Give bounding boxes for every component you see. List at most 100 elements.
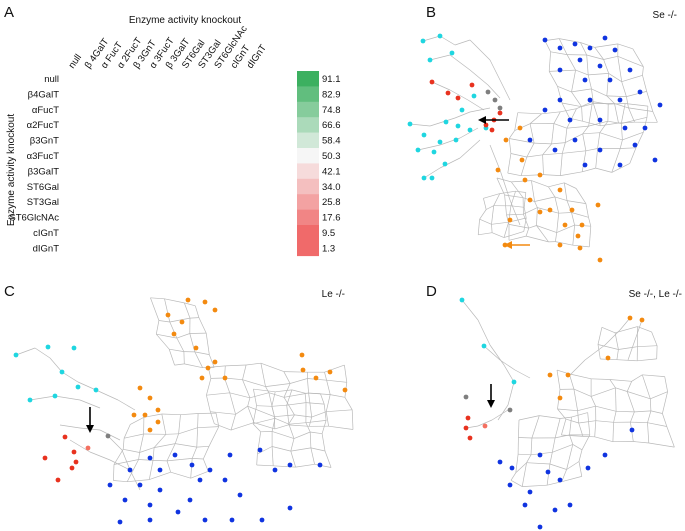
- network-edge: [89, 451, 111, 461]
- network-edge: [620, 103, 626, 124]
- blue-node: [147, 502, 153, 508]
- blue-node: [602, 35, 608, 41]
- blue-node: [257, 447, 263, 453]
- orange-node: [557, 395, 563, 401]
- network-edge: [194, 351, 203, 368]
- network-edge: [242, 379, 251, 398]
- network-edge: [174, 363, 185, 366]
- network-edge: [129, 469, 141, 491]
- network-edge: [622, 131, 644, 141]
- cyan-node: [455, 123, 461, 129]
- network-edge: [554, 196, 568, 201]
- network-edge: [148, 460, 154, 480]
- network-edge: [588, 120, 608, 127]
- network-edge: [190, 470, 209, 479]
- network-edge: [308, 392, 313, 418]
- network-edge: [609, 379, 632, 382]
- network-edge: [247, 405, 275, 418]
- network-edge: [487, 84, 501, 99]
- network-edge: [616, 359, 638, 362]
- network-edge: [202, 458, 209, 472]
- network-edge: [288, 424, 310, 427]
- cyan-node: [75, 384, 81, 390]
- blue-node: [622, 125, 628, 131]
- orange-node: [562, 222, 568, 228]
- orange-node: [522, 177, 528, 183]
- network-edge: [597, 344, 619, 350]
- network-edge: [561, 434, 583, 437]
- color-scale-values: 91.1 82.9 74.8 66.6 58.4 50.3 42.1 34.0 25.8 17.6…: [322, 74, 341, 254]
- color-scale-swatch: [297, 71, 319, 87]
- network-edge: [568, 373, 575, 390]
- orange-node: [212, 307, 218, 313]
- network-edge: [503, 231, 524, 238]
- network-edge: [544, 40, 551, 52]
- network-edge: [553, 111, 561, 124]
- network-edge: [617, 43, 633, 50]
- panel-d-title: Se -/-, Le -/-: [629, 289, 682, 300]
- color-scale-value: 58.4: [322, 136, 341, 147]
- network-edge: [161, 413, 181, 416]
- network-edge: [630, 411, 635, 423]
- orange-node: [519, 157, 525, 163]
- blue-node: [175, 509, 181, 515]
- network-edge: [483, 193, 500, 199]
- network-b-nodes: [407, 33, 663, 263]
- red-node: [465, 415, 471, 421]
- network-edge: [206, 395, 211, 412]
- network-edge: [614, 103, 619, 124]
- network-edge: [499, 169, 511, 201]
- network-edge: [549, 69, 576, 72]
- network-edge: [534, 142, 552, 145]
- cyan-node: [27, 397, 33, 403]
- network-edge: [581, 150, 587, 172]
- network-edge: [615, 326, 638, 334]
- network-edge: [274, 424, 289, 430]
- orange-node: [147, 395, 153, 401]
- color-scale-swatch: [297, 117, 319, 133]
- network-edge: [288, 424, 295, 439]
- network-edge: [169, 348, 184, 352]
- network-edge: [121, 449, 131, 471]
- network-edge: [558, 38, 568, 55]
- arrow-b-orange-head: [504, 241, 512, 249]
- orange-node: [202, 299, 208, 305]
- network-edge: [194, 351, 210, 355]
- cyan-node: [71, 345, 77, 351]
- network-edge: [417, 144, 441, 151]
- network-edge: [626, 391, 635, 413]
- network-edge: [606, 95, 615, 104]
- network-edge: [178, 414, 181, 434]
- network-edge: [311, 411, 327, 418]
- blue-node: [107, 482, 113, 488]
- salmon-node: [85, 445, 91, 451]
- network-edge: [637, 326, 652, 333]
- heatmap-title: Enzyme activity knockout: [129, 15, 241, 26]
- network-edge: [590, 396, 596, 407]
- orange-node: [547, 372, 553, 378]
- network-edge: [130, 416, 145, 425]
- network-edge: [529, 123, 535, 144]
- network-edge: [164, 298, 171, 323]
- panel-c-title: Le -/-: [322, 289, 345, 300]
- orange-node: [507, 217, 513, 223]
- network-edge: [594, 436, 613, 443]
- network-edge: [646, 91, 654, 112]
- cyan-node: [459, 297, 465, 303]
- cyan-node: [437, 33, 443, 39]
- network-edge: [588, 101, 593, 127]
- cyan-node: [442, 161, 448, 167]
- network-edge: [594, 43, 618, 48]
- color-scale-swatch: [297, 86, 319, 103]
- cyan-node: [429, 175, 435, 181]
- network-edge: [256, 405, 272, 407]
- network-edge: [459, 127, 479, 139]
- heatmap-row-label: null: [44, 74, 59, 85]
- network-edge: [122, 438, 125, 450]
- network-edge: [489, 344, 505, 366]
- network-edge: [499, 79, 511, 101]
- color-scale-value: 91.1: [322, 74, 341, 85]
- panel-d: D Se -/-, Le -/-: [426, 283, 682, 530]
- network-edge: [166, 443, 176, 462]
- network-edge: [557, 408, 578, 412]
